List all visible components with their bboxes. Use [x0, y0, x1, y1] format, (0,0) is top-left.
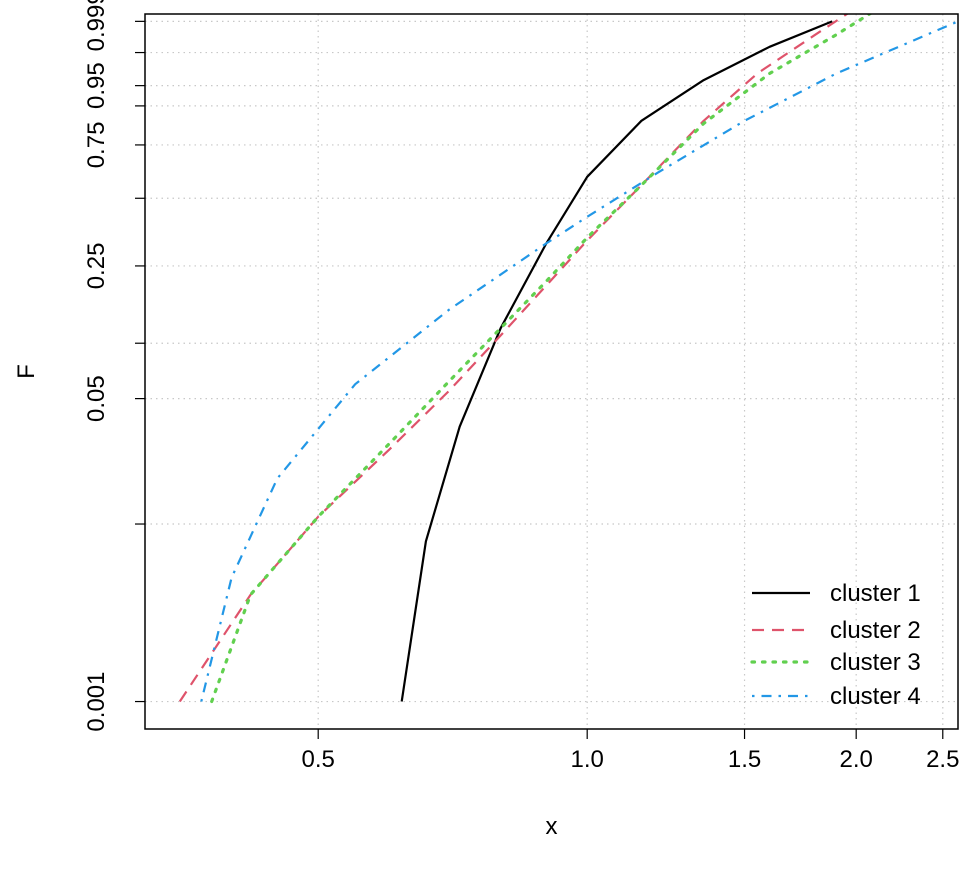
legend-label-cluster-1: cluster 1	[830, 580, 921, 607]
plot-area-border	[144, 13, 959, 730]
legend-label-cluster-4: cluster 4	[830, 683, 921, 710]
y-tick-label: 0.95	[83, 62, 110, 109]
series-line-cluster-2	[178, 14, 849, 703]
series-line-cluster-1	[400, 20, 833, 702]
y-tick-label: 0.25	[83, 243, 110, 290]
y-tick-label: 0.05	[83, 375, 110, 422]
legend-label-cluster-3: cluster 3	[830, 649, 921, 676]
y-tick-label: 0.75	[83, 122, 110, 169]
data-series	[178, 14, 958, 704]
series-line-cluster-4	[200, 20, 958, 702]
y-tick-label: 0.001	[83, 672, 110, 732]
y-axis-title: F	[13, 364, 40, 379]
x-tick-label: 2.5	[926, 746, 959, 773]
x-axis-title: x	[546, 813, 558, 840]
x-tick-label: 1.0	[571, 746, 604, 773]
x-tick-label: 1.5	[728, 746, 761, 773]
y-tick-label: 0.999	[83, 0, 110, 51]
legend: cluster 1 cluster 2 cluster 3 cluster 4	[750, 580, 921, 710]
axes: 0.5 1.0 1.5 2.0 2.5 0.001 0.05 0.25 0.75 0.95 0.99…	[83, 0, 959, 773]
grid-lines	[145, 14, 958, 729]
x-tick-label: 0.5	[302, 746, 335, 773]
x-tick-label: 2.0	[839, 746, 872, 773]
legend-label-cluster-2: cluster 2	[830, 617, 921, 644]
series-line-cluster-3	[210, 14, 873, 704]
